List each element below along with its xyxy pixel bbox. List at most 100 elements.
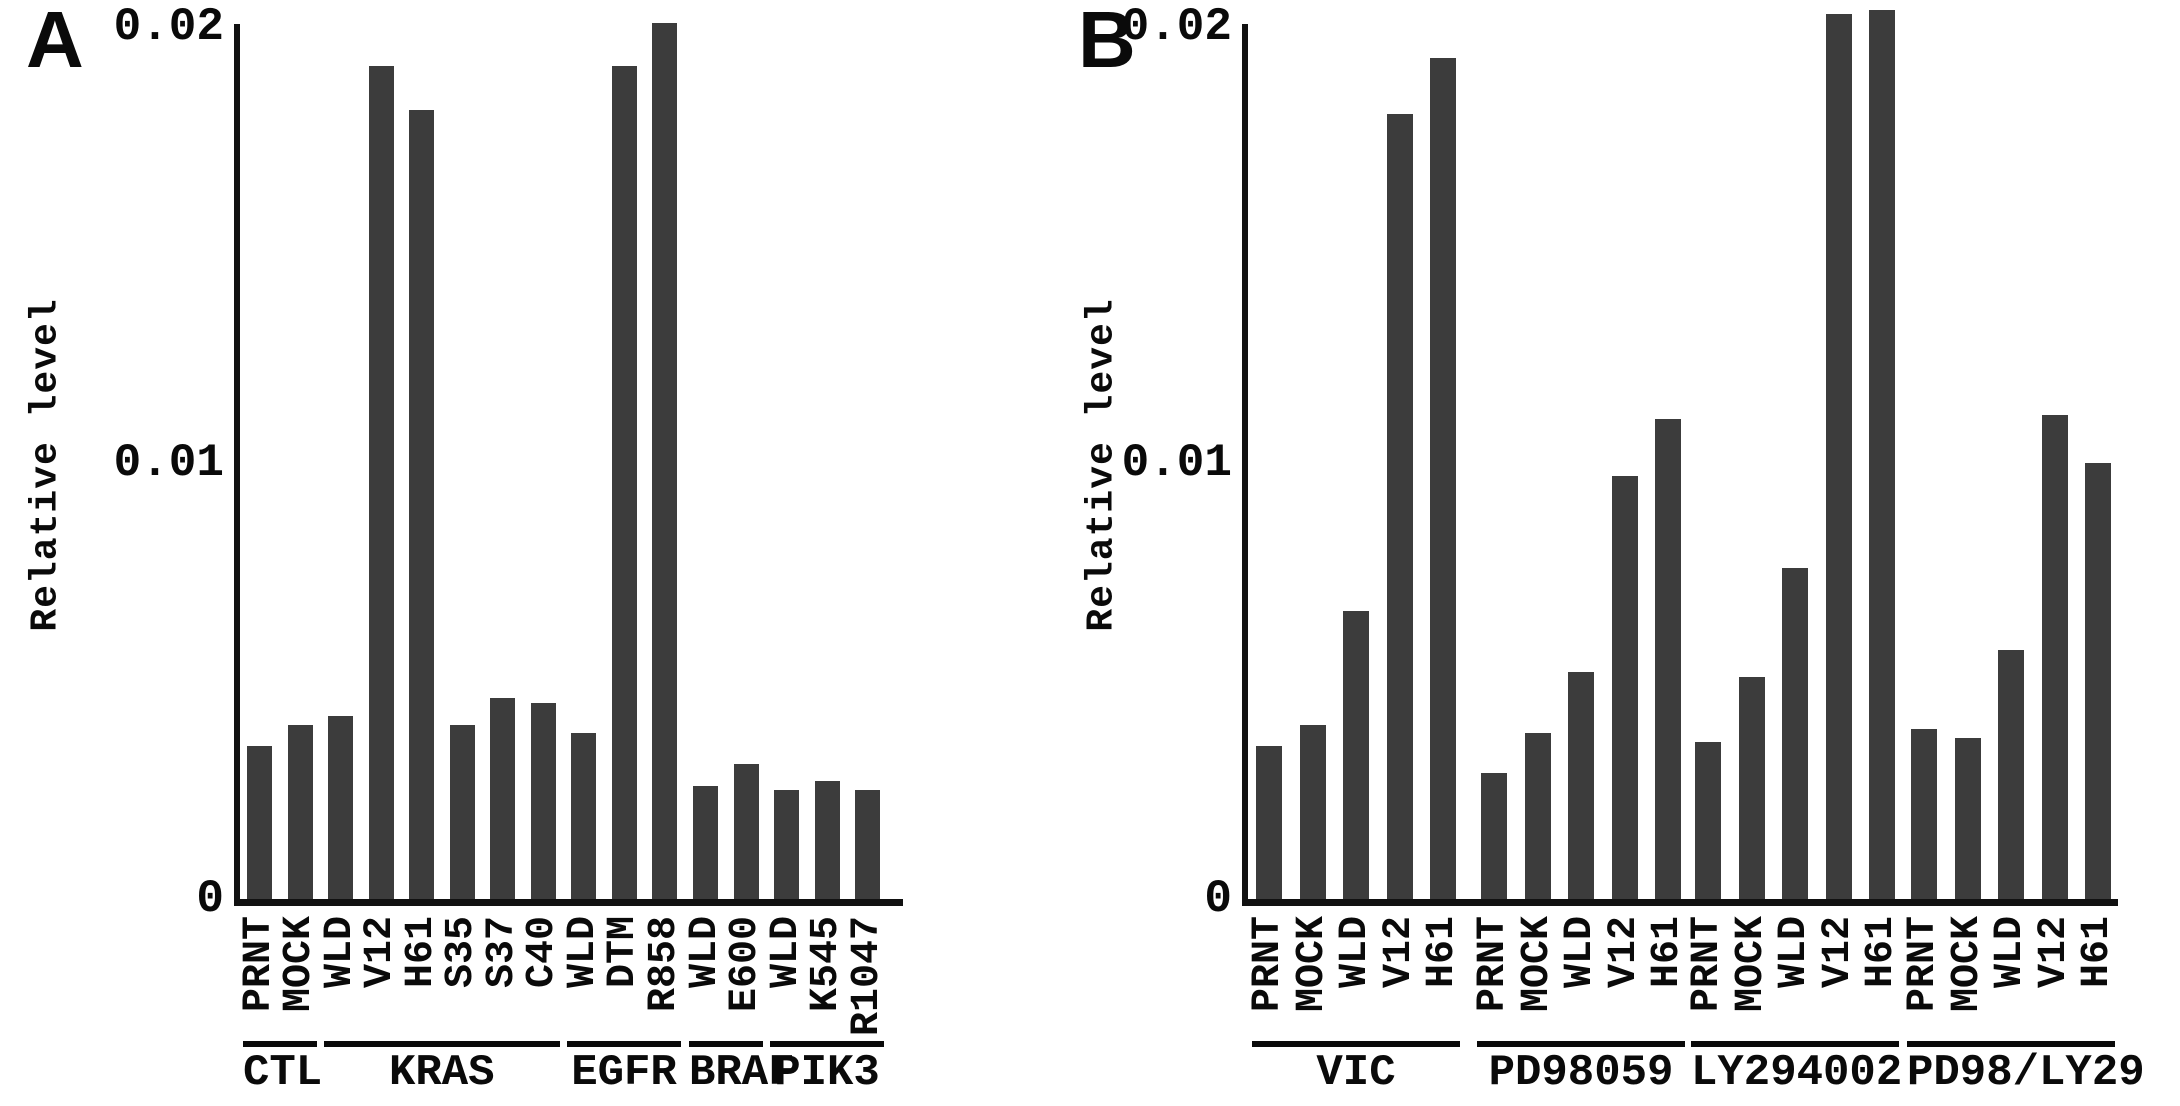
bar-WLD: [1782, 568, 1808, 899]
x-tick-label: WLD: [1772, 916, 1817, 989]
x-tick-label: MOCK: [1289, 916, 1335, 1013]
bar-MOCK: [1954, 738, 1981, 899]
x-tick-label: V12: [1815, 916, 1861, 989]
x-tick-label: V12: [358, 916, 403, 989]
bar-WLD: [1568, 672, 1594, 899]
group-label: PD98059: [1488, 1048, 1674, 1098]
panel-b-letter: B: [1078, 0, 1136, 84]
bar-S37: [490, 698, 515, 899]
y-tick-label: 0.02: [1121, 1, 1232, 53]
bar-PRNT: [247, 746, 272, 899]
bar-C40: [530, 703, 556, 899]
x-tick-label: WLD: [682, 916, 728, 989]
x-tick-label: MOCK: [277, 916, 322, 1013]
group-label: CTL: [243, 1048, 323, 1098]
group-label: VIC: [1316, 1048, 1396, 1098]
x-tick-label: S35: [439, 916, 484, 989]
group-underline: [689, 1041, 763, 1047]
panel-a-letter: A: [26, 0, 84, 84]
x-tick-label: DTM: [601, 916, 646, 989]
bar-WLD: [1343, 611, 1369, 899]
bar-PRNT: [1695, 742, 1721, 899]
bar-PRNT: [1481, 773, 1507, 899]
group-underline: [567, 1041, 681, 1047]
x-tick-label: PRNT: [1685, 916, 1730, 1013]
group-label: BRAF: [689, 1048, 795, 1098]
bar-E600: [733, 764, 759, 899]
bar-V12: [368, 66, 394, 899]
bar-WLD: [1998, 650, 2024, 899]
x-axis-line: [234, 899, 903, 906]
bar-V12: [1825, 14, 1852, 899]
x-tick-label: PRNT: [1471, 916, 1516, 1013]
x-tick-label: R858: [641, 916, 687, 1013]
bar-H61: [2085, 463, 2111, 899]
bar-WLD: [774, 790, 799, 899]
group-underline: [243, 1041, 317, 1047]
x-tick-label: PRNT: [236, 916, 282, 1013]
x-tick-label: H61: [1859, 916, 1904, 989]
x-tick-label: C40: [520, 916, 565, 989]
y-tick-label: 0: [196, 873, 224, 925]
x-tick-label: V12: [1601, 916, 1647, 989]
bar-V12: [1386, 114, 1413, 899]
bar-S35: [449, 725, 475, 899]
x-tick-label: PRNT: [1901, 916, 1946, 1013]
y-axis-line: [1242, 24, 1248, 906]
bar-R1047: [855, 790, 880, 899]
bar-MOCK: [1299, 725, 1326, 899]
x-tick-label: V12: [2031, 916, 2077, 989]
x-tick-label: WLD: [1988, 916, 2033, 989]
group-underline: [1477, 1041, 1685, 1047]
x-tick-label: H61: [398, 916, 444, 989]
group-label: EGFR: [571, 1048, 677, 1098]
y-tick-label: 0.01: [1121, 437, 1232, 489]
bar-MOCK: [287, 725, 313, 899]
group-underline: [1252, 1041, 1460, 1047]
x-axis-line: [1242, 899, 2118, 906]
x-tick-label: H61: [1420, 916, 1465, 989]
x-tick-label: WLD: [560, 916, 606, 989]
x-tick-label: WLD: [1558, 916, 1603, 989]
y-axis-line: [234, 24, 240, 906]
x-tick-label: WLD: [1333, 916, 1378, 989]
bar-H61: [1430, 58, 1456, 899]
bar-PRNT: [1256, 746, 1282, 899]
x-tick-label: PRNT: [1246, 916, 1291, 1013]
bar-V12: [1611, 476, 1638, 899]
bar-V12: [2041, 415, 2068, 899]
x-tick-label: H61: [2075, 916, 2120, 989]
bar-H61: [1655, 419, 1681, 899]
x-tick-label: MOCK: [1944, 916, 1990, 1013]
x-tick-label: S37: [479, 916, 525, 989]
x-tick-label: H61: [1645, 916, 1690, 989]
x-tick-label: R1047: [844, 916, 890, 1037]
group-underline: [1907, 1041, 2115, 1047]
group-label: KRAS: [388, 1048, 495, 1098]
y-tick-label: 0.02: [113, 1, 224, 53]
x-tick-label: V12: [1376, 916, 1422, 989]
group-underline: [324, 1041, 560, 1047]
group-label: PIK3: [774, 1048, 880, 1098]
bar-WLD: [571, 733, 596, 899]
bar-DTM: [611, 66, 637, 899]
bar-PRNT: [1911, 729, 1937, 899]
x-tick-label: K545: [804, 916, 849, 1013]
x-tick-label: MOCK: [1728, 916, 1774, 1013]
group-label: LY294002: [1691, 1048, 1903, 1098]
group-label: PD98/LY29: [1907, 1048, 2145, 1098]
group-underline: [770, 1041, 884, 1047]
x-tick-label: WLD: [763, 916, 809, 989]
x-tick-label: E600: [723, 916, 768, 1013]
x-tick-label: MOCK: [1514, 916, 1560, 1013]
bar-WLD: [328, 716, 353, 899]
group-underline: [1691, 1041, 1899, 1047]
bar-H61: [1869, 10, 1895, 899]
bar-MOCK: [1738, 677, 1765, 899]
bar-K545: [814, 781, 840, 899]
bar-R858: [652, 23, 677, 899]
y-tick-label: 0: [1204, 873, 1232, 925]
x-tick-label: WLD: [317, 916, 363, 989]
y-tick-label: 0.01: [113, 437, 224, 489]
